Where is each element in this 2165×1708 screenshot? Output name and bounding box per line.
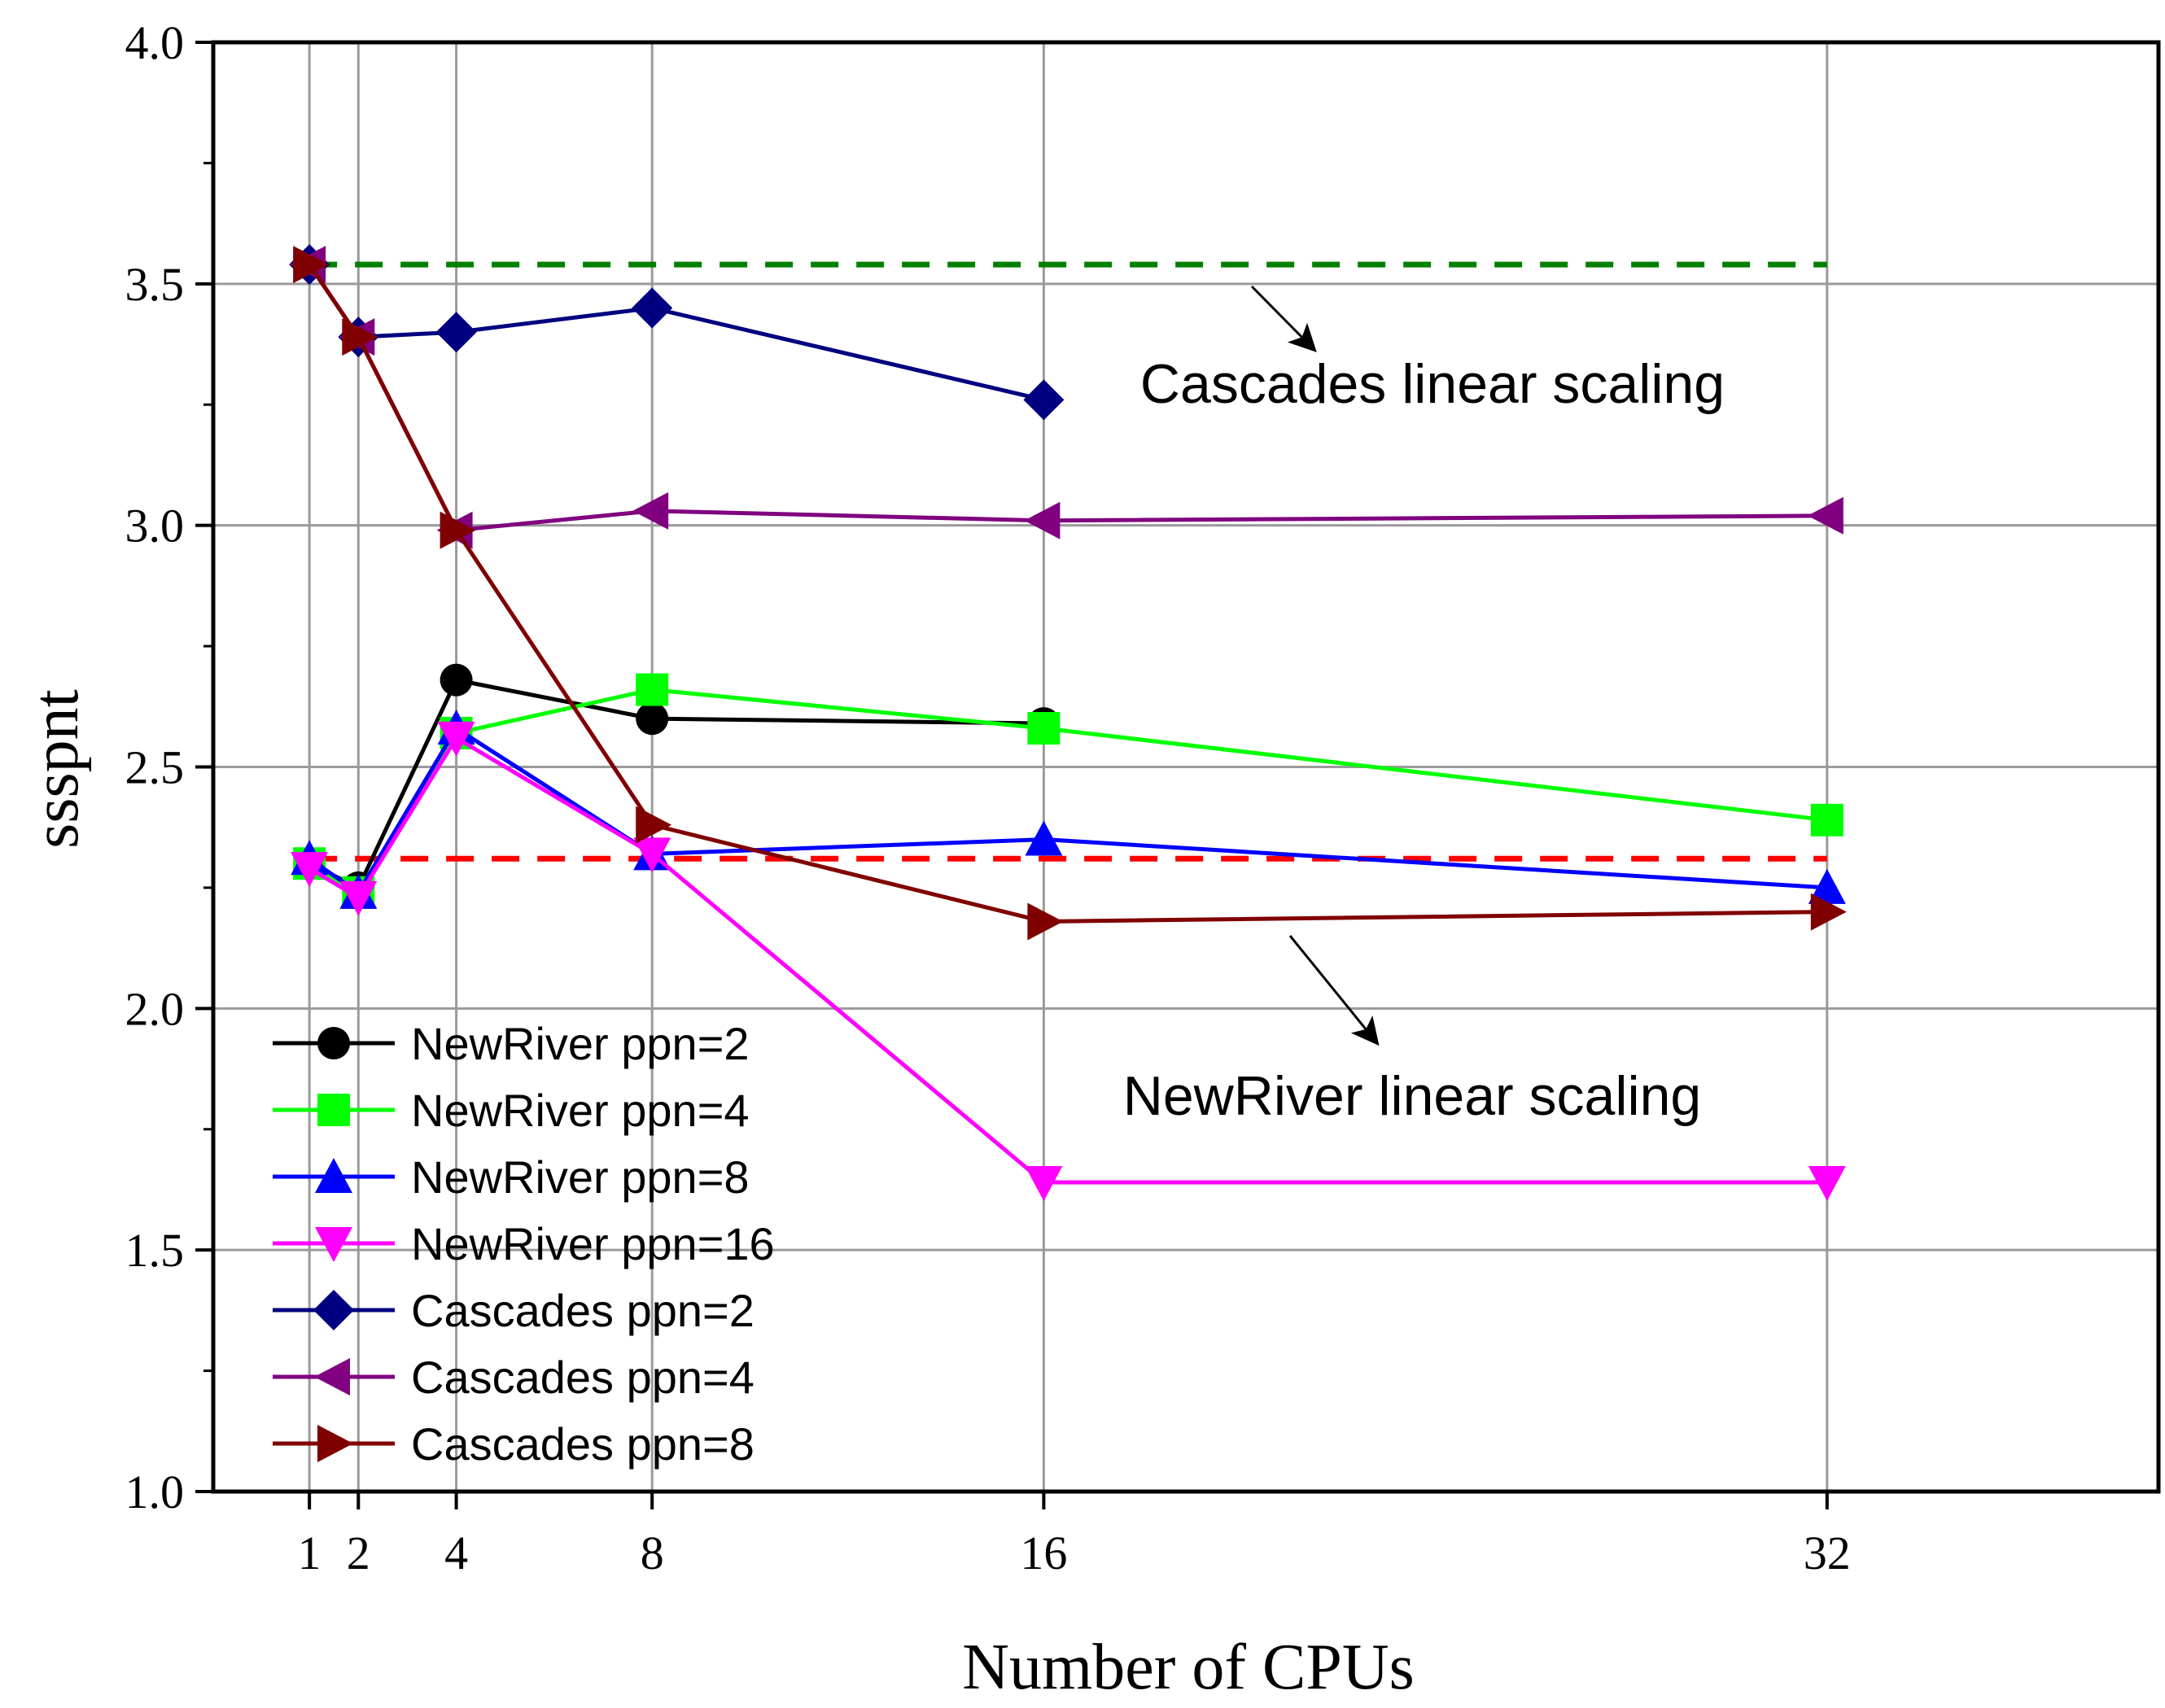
legend-label: NewRiver ppn=16	[411, 1218, 775, 1269]
legend-item: Cascades ppn=2	[273, 1285, 754, 1336]
data-point	[1810, 893, 1847, 931]
y-tick-label: 2.5	[125, 741, 185, 794]
data-point	[1027, 712, 1061, 745]
y-tick-label: 2.0	[125, 982, 185, 1035]
annotation-arrow	[1288, 935, 1380, 1046]
x-axis-title: Number of CPUs	[962, 1632, 1415, 1703]
data-point	[636, 673, 669, 706]
series-group	[289, 244, 1847, 1202]
y-tick-label: 4.0	[125, 16, 185, 69]
annotation-label: Cascades linear scaling	[1140, 353, 1725, 415]
annotation-arrow	[1250, 285, 1317, 352]
y-tick-label: 3.5	[125, 258, 185, 311]
legend-label: NewRiver ppn=8	[411, 1151, 750, 1203]
data-point	[339, 880, 378, 916]
y-tick-label: 3.0	[125, 500, 185, 553]
data-point	[315, 1158, 352, 1193]
data-point	[1810, 803, 1844, 837]
legend-item: Cascades ppn=4	[273, 1352, 754, 1403]
data-point	[291, 852, 329, 888]
data-point	[1024, 501, 1061, 539]
data-point	[1025, 820, 1063, 856]
legend-label: Cascades ppn=4	[411, 1352, 754, 1403]
legend-label: Cascades ppn=2	[411, 1285, 754, 1336]
x-tick-label: 2	[347, 1527, 370, 1579]
data-point	[315, 1227, 352, 1262]
data-point	[636, 702, 669, 736]
data-point	[342, 318, 378, 356]
data-point	[1023, 379, 1065, 421]
x-tick-label: 1	[298, 1527, 321, 1579]
annotations: Cascades linear scaling NewRiver linear s…	[1123, 285, 1725, 1127]
series-4	[291, 721, 1846, 1202]
legend-item: Cascades ppn=8	[273, 1418, 754, 1470]
data-point	[440, 663, 473, 697]
data-point	[632, 287, 673, 329]
annotation-label: NewRiver linear scaling	[1123, 1065, 1701, 1127]
legend: NewRiver ppn=2 NewRiver ppn=4 NewRiver ppn…	[273, 1018, 775, 1470]
data-point	[435, 312, 477, 353]
data-point	[314, 1358, 350, 1396]
x-tick-label: 8	[641, 1527, 664, 1579]
data-point	[632, 491, 669, 530]
data-point	[317, 1094, 350, 1126]
data-point	[1808, 1166, 1846, 1202]
data-point	[317, 1425, 353, 1462]
data-point	[313, 1290, 354, 1330]
data-point	[1807, 496, 1844, 535]
x-tick-label: 32	[1804, 1527, 1851, 1579]
data-point	[633, 837, 671, 873]
data-point	[440, 511, 476, 549]
y-axis-title: ssspnt	[20, 689, 92, 849]
legend-item: NewRiver ppn=8	[273, 1151, 750, 1203]
data-point	[1025, 1166, 1063, 1202]
legend-item: NewRiver ppn=16	[273, 1218, 775, 1269]
legend-item: NewRiver ppn=4	[273, 1085, 750, 1136]
data-point	[317, 1027, 350, 1059]
x-tick-label: 4	[444, 1527, 468, 1579]
data-point	[1027, 902, 1064, 941]
series-7	[293, 246, 1847, 941]
data-point	[293, 246, 330, 284]
legend-label: NewRiver ppn=4	[411, 1085, 750, 1136]
data-point	[636, 806, 672, 844]
legend-label: Cascades ppn=8	[411, 1418, 754, 1470]
legend-item: NewRiver ppn=2	[273, 1018, 750, 1069]
legend-label: NewRiver ppn=2	[411, 1018, 750, 1069]
data-point	[1808, 868, 1846, 904]
axes: 1.0 1.5 2.0 2.5 3.0 3.5 4.0 1 2 4 8 16 32	[125, 16, 2161, 1579]
y-tick-label: 1.5	[125, 1224, 185, 1277]
x-tick-label: 16	[1020, 1527, 1067, 1579]
y-tick-label: 1.0	[125, 1466, 185, 1518]
reference-lines	[309, 261, 1827, 862]
data-point	[437, 721, 475, 757]
